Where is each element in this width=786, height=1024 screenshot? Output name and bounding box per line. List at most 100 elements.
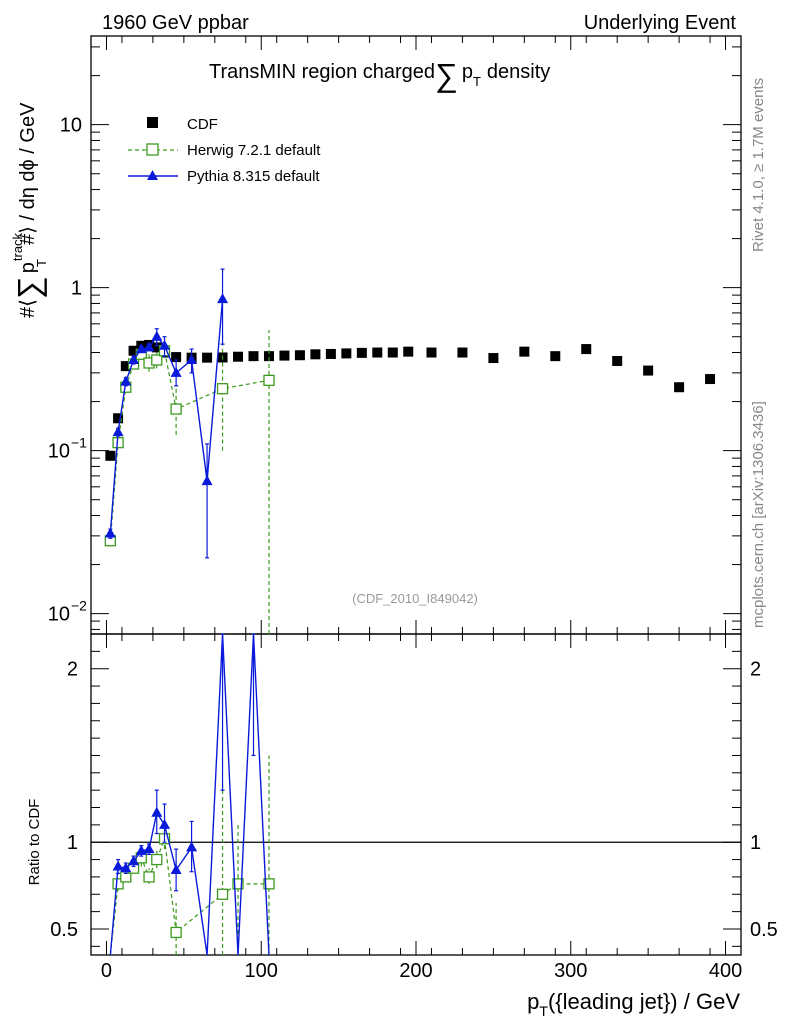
title-sum-symbol: ∑ — [435, 57, 458, 93]
cdf-point — [279, 350, 290, 361]
ratio-y-tick-label-left: 2 — [67, 659, 78, 681]
pythia-point — [143, 341, 155, 352]
pythia-ratio-point — [120, 862, 132, 873]
pythia-point — [186, 353, 198, 364]
herwig-point — [216, 383, 229, 395]
cdf-point — [356, 347, 367, 358]
legend-pythia-label: Pythia 8.315 default — [187, 168, 320, 185]
pythia-ratio-line — [109, 633, 270, 956]
cdf-point — [612, 355, 623, 366]
x-tick-label: 400 — [709, 960, 742, 982]
ratio-plot-data — [109, 633, 275, 956]
pythia-point — [112, 426, 124, 437]
cdf-point — [263, 351, 274, 362]
herwig-point — [151, 354, 163, 366]
ratio-y-tick-label-right: 2 — [750, 659, 761, 681]
herwig-ratio-point — [170, 926, 182, 939]
herwig-ratio-point — [232, 878, 244, 890]
main-plot-data — [104, 268, 716, 634]
cdf-point — [550, 351, 561, 362]
title-p-text: p — [462, 61, 473, 83]
cdf-point — [113, 413, 124, 424]
x-tick-label: 200 — [399, 960, 432, 982]
cdf-point — [457, 347, 468, 358]
ylabel-sub: T — [34, 259, 49, 267]
cdf-point — [674, 382, 685, 393]
ratio-y-tick-label-right: 1 — [750, 832, 761, 854]
ylabel-sup: track — [10, 232, 25, 261]
cdf-point — [105, 450, 116, 461]
ratio-y-tick-label-left: 0.5 — [50, 919, 78, 941]
cdf-point — [171, 352, 182, 363]
cdf-point — [372, 347, 383, 358]
ylabel-pre: #⟨ — [17, 299, 39, 318]
cdf-point — [325, 348, 336, 359]
cdf-point — [233, 351, 244, 362]
legend-cdf-marker — [147, 117, 158, 128]
pythia-ratio-point — [186, 841, 198, 852]
ylabel-sum: ∑ — [11, 276, 47, 299]
xlabel-p: p — [527, 989, 539, 1014]
ratio-y-tick-label-right: 0.5 — [750, 919, 778, 941]
pythia-ratio-point — [170, 863, 182, 874]
x-tick-label: 0 — [101, 960, 112, 982]
mcplots-label: mcplots.cern.ch [arXiv:1306.3436] — [750, 401, 767, 628]
cdf-point — [294, 350, 305, 361]
cdf-point — [581, 344, 592, 355]
legend: CDF Herwig 7.2.1 default Pythia 8.315 de… — [128, 116, 321, 185]
legend-pythia-marker — [147, 170, 158, 180]
xlabel-sub: T — [539, 1003, 548, 1019]
y-tick-label: 10 — [48, 441, 70, 463]
ylabel-p: p — [17, 262, 39, 273]
cdf-point — [519, 346, 530, 357]
pythia-point — [104, 527, 116, 538]
herwig-ratio-point — [151, 853, 163, 866]
cdf-point — [248, 351, 259, 362]
header-analysis-label: Underlying Event — [584, 12, 737, 34]
pythia-point — [151, 330, 163, 341]
pythia-ratio-point — [143, 843, 155, 854]
cdf-point — [151, 342, 162, 353]
x-tick-label: 100 — [245, 960, 278, 982]
pythia-series-line — [109, 299, 224, 534]
plot-title: TransMIN region charged∑ pT density — [209, 57, 550, 93]
legend-herwig-label: Herwig 7.2.1 default — [187, 142, 321, 159]
ratio-y-tick-label-left: 1 — [67, 832, 78, 854]
y-tick-exponent: −2 — [71, 598, 87, 614]
legend-cdf-label: CDF — [187, 116, 218, 133]
pythia-point — [201, 475, 213, 486]
y-tick-label: 1 — [71, 278, 82, 300]
pythia-ratio-point — [159, 818, 171, 829]
cdf-point — [120, 361, 131, 372]
herwig-point — [263, 374, 275, 386]
legend-herwig-marker — [146, 143, 159, 156]
herwig-ratio-point — [143, 871, 155, 883]
pythia-ratio-point — [112, 860, 124, 871]
pythia-ratio-point — [128, 855, 140, 866]
x-tick-label: 300 — [554, 960, 587, 982]
y-tick-exponent: −1 — [71, 435, 87, 451]
rivet-version-label: Rivet 4.1.0, ≥ 1.7M events — [750, 78, 767, 252]
cdf-point — [310, 349, 321, 360]
cdf-point — [341, 348, 352, 359]
main-ylabel: #⟨∑ ptrack T #⟩ / dη dϕ / GeV — [10, 102, 49, 318]
cdf-point — [128, 345, 139, 356]
herwig-ratio-point — [216, 888, 229, 900]
ylabel-post: #⟩ / dη dϕ / GeV — [17, 102, 39, 245]
herwig-ratio-point — [112, 878, 124, 890]
cdf-point — [705, 374, 716, 385]
analysis-watermark: (CDF_2010_I849042) — [352, 591, 478, 606]
herwig-series-line — [109, 349, 270, 541]
pythia-point — [217, 293, 229, 304]
xlabel-rest: ({leading jet}) / GeV — [548, 989, 740, 1014]
title-end-text: density — [487, 61, 550, 83]
x-axis-label: pT({leading jet}) / GeV — [527, 989, 740, 1019]
herwig-ratio-point — [263, 878, 275, 890]
title-sub-text: T — [473, 74, 481, 89]
y-tick-label: 10 — [60, 115, 82, 137]
cdf-point — [202, 352, 213, 363]
cdf-point — [426, 347, 437, 358]
pythia-point — [128, 353, 140, 364]
cdf-point — [488, 353, 499, 364]
